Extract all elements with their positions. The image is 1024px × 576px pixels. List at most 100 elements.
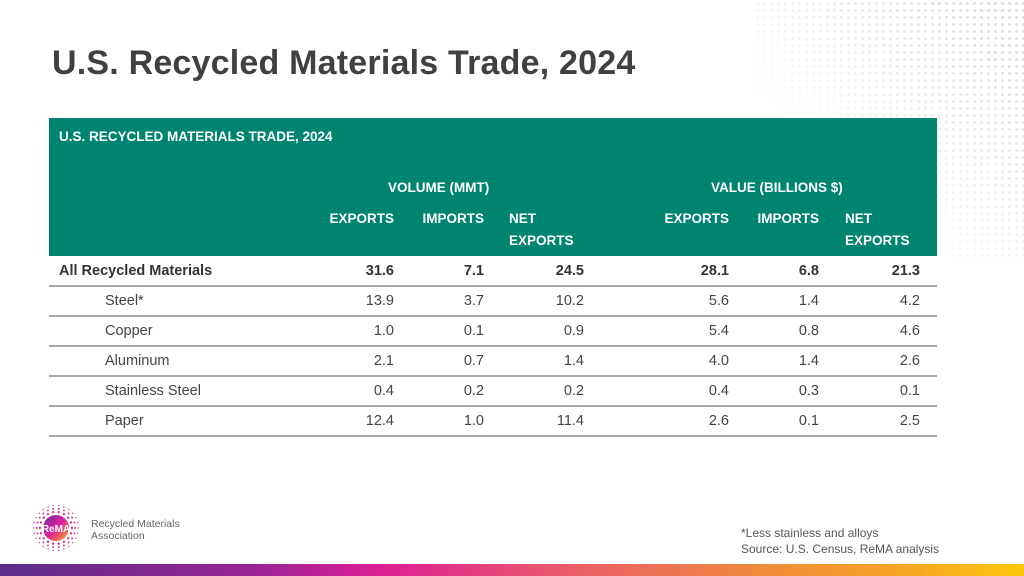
cell-value: 12.4 (365, 413, 394, 429)
col-header-volume-exports: EXPORTS (329, 211, 394, 226)
source-note: Source: U.S. Census, ReMA analysis (741, 542, 940, 556)
logo-dot (35, 527, 38, 529)
logo-dot (38, 516, 41, 519)
logo-dot (52, 546, 55, 548)
logo-dot (67, 516, 70, 519)
cell-value: 1.0 (463, 413, 484, 429)
cell-value: 1.4 (798, 293, 819, 309)
cell-value: 2.5 (899, 413, 920, 429)
col-header-value-net-exports: NET EXPORTS (845, 211, 910, 248)
logo-dot (63, 509, 65, 512)
rema-logo: ReMA (32, 505, 80, 551)
cell-value: 0.2 (563, 383, 584, 399)
logo-dot (47, 548, 49, 550)
cell-value: 0.1 (463, 323, 484, 339)
logo-dot (57, 511, 60, 514)
footnotes: *Less stainless and alloys Source: U.S. … (741, 525, 939, 557)
cell-value: 24.5 (555, 262, 584, 279)
logo-dot (73, 532, 76, 535)
logo-dot (42, 537, 45, 540)
cell-value: 4.2 (899, 293, 920, 309)
logo-dot (69, 521, 73, 524)
cell-value: 1.4 (798, 353, 819, 369)
logo-dot (35, 516, 37, 519)
logo-dot (74, 527, 77, 529)
logo-dot (46, 540, 50, 544)
cell-value: 0.3 (798, 383, 819, 399)
col-header-volume-imports: IMPORTS (422, 211, 484, 226)
logo-dot (58, 549, 60, 551)
cell-value: 4.0 (708, 353, 729, 369)
logo-dot (42, 541, 45, 544)
logo-dot (57, 542, 60, 545)
cell-value: 1.0 (373, 323, 394, 339)
logo-dot (32, 527, 35, 529)
logo-dot (62, 512, 66, 516)
logo-dot (67, 512, 70, 515)
logo-dot (42, 545, 44, 548)
row-label: All Recycled Materials (59, 262, 213, 279)
logo-dot (63, 544, 65, 547)
cell-value: 0.8 (798, 323, 819, 339)
cell-value: 2.6 (899, 353, 920, 369)
group-header-volume: VOLUME (MMT) (388, 180, 490, 195)
cell-value: 0.7 (463, 353, 484, 369)
logo-dot (52, 511, 55, 514)
cell-value: 1.4 (563, 353, 584, 369)
row-label: Copper (105, 323, 153, 339)
logo-dot (38, 512, 40, 514)
cell-value: 2.6 (708, 413, 729, 429)
logo-dot (57, 508, 60, 510)
logo-dot (38, 526, 42, 530)
table-row: Steel* 13.9 3.7 10.2 5.6 1.4 4.2 (49, 287, 937, 317)
cell-value: 3.7 (463, 293, 484, 309)
table-row-total: All Recycled Materials 31.6 7.1 24.5 28.1 6.8… (49, 256, 937, 287)
cell-value: 5.6 (708, 293, 729, 309)
logo-dot (38, 542, 40, 544)
table-row: Paper 12.4 1.0 11.4 2.6 0.1 2.5 (49, 407, 937, 437)
logo-dot (52, 542, 55, 545)
logo-dot (73, 521, 76, 524)
row-label: Stainless Steel (105, 383, 201, 399)
logo-dot (42, 512, 45, 515)
logo-dot (39, 521, 43, 524)
logo-dot (42, 508, 44, 511)
cell-value: 4.6 (899, 323, 920, 339)
table-row: Aluminum 2.1 0.7 1.4 4.0 1.4 2.6 (49, 347, 937, 377)
logo-dot (58, 505, 60, 507)
row-label: Aluminum (105, 353, 170, 369)
logo-dot (39, 532, 43, 535)
cell-value: 2.1 (373, 353, 394, 369)
group-header-value: VALUE (BILLIONS $) (711, 180, 843, 195)
page-title: U.S. Recycled Materials Trade, 2024 (52, 44, 636, 82)
row-label: Paper (105, 413, 144, 429)
logo-dot (38, 537, 41, 540)
cell-value: 6.8 (798, 262, 819, 279)
logo-dot (52, 549, 54, 551)
cell-value: 13.9 (365, 293, 394, 309)
row-label: Steel* (105, 293, 144, 309)
logo-dot (57, 546, 60, 548)
logo-dot (72, 542, 74, 544)
logo-dot (68, 508, 70, 511)
brand-gradient-bar (0, 564, 1024, 576)
col-header-value-exports: EXPORTS (664, 211, 729, 226)
logo-dot (47, 509, 49, 512)
cell-value: 10.2 (555, 293, 584, 309)
logo-dot (52, 508, 55, 510)
rema-logo-icon: ReMA (32, 505, 80, 551)
logo-dot (36, 532, 39, 535)
logo-dot (42, 516, 45, 519)
cell-value: 31.6 (365, 262, 394, 279)
cell-value: 0.2 (463, 383, 484, 399)
logo-dot (47, 544, 49, 547)
cell-value: 11.4 (556, 413, 584, 429)
logo-dot (68, 545, 70, 548)
footnote-asterisk: *Less stainless and alloys (741, 526, 879, 540)
logo-dot (36, 521, 39, 524)
table-header: U.S. RECYCLED MATERIALS TRADE, 2024 VOLU… (49, 118, 937, 256)
logo-dot (67, 541, 70, 544)
cell-value: 7.1 (463, 262, 484, 279)
logo-dot (33, 521, 35, 524)
logo-dot (77, 532, 79, 535)
